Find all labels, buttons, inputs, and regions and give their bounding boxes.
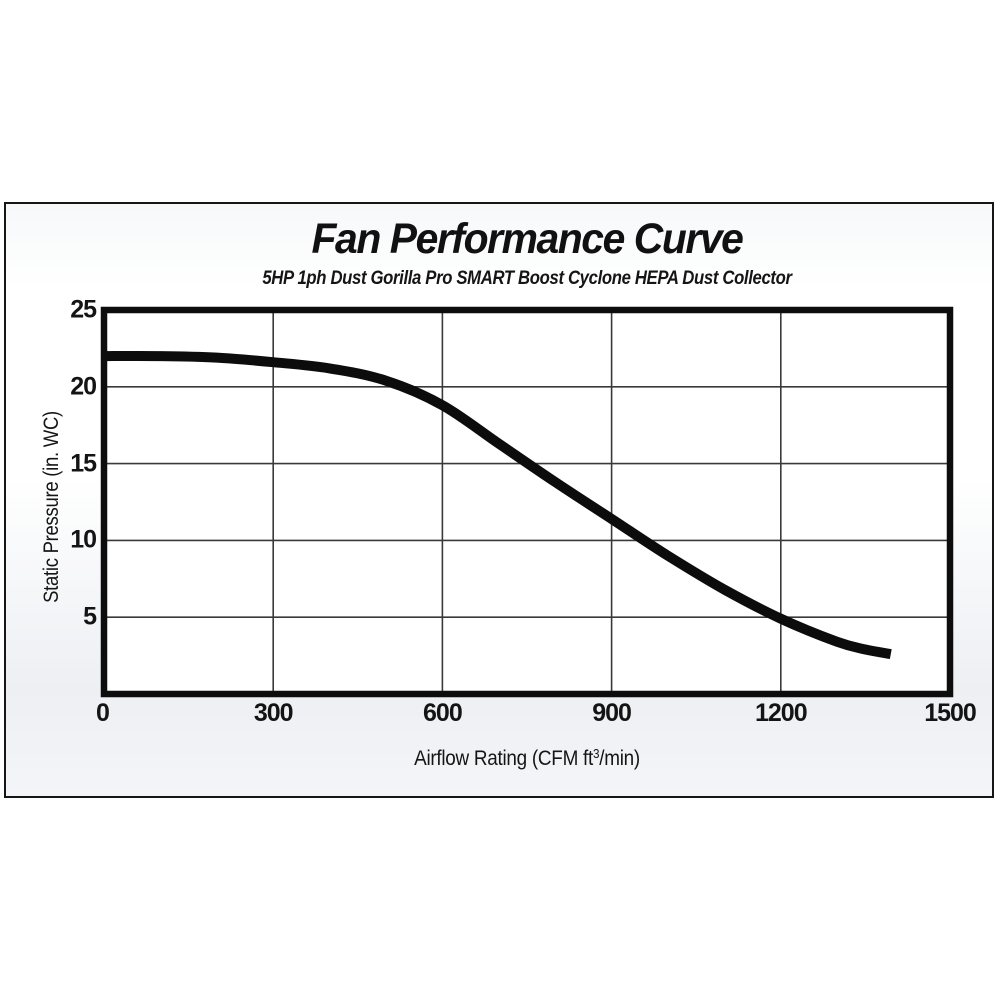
chart-subtitle: 5HP 1ph Dust Gorilla Pro SMART Boost Cyc… [262,268,792,289]
x-tick-label: 0 [95,699,110,727]
x-tick-label: 1500 [924,699,977,727]
y-tick-label: 15 [70,449,97,478]
y-tick-label: 25 [70,295,97,324]
x-tick-label: 900 [592,699,632,727]
x-axis-title: Airflow Rating (CFM ft3/min) [146,745,907,771]
y-tick-label: 20 [70,372,97,401]
x-tick-label: 600 [423,699,463,727]
y-tick-label: 10 [70,525,97,554]
chart-panel [4,202,994,798]
y-tick-label: 5 [83,602,97,631]
chart-title: Fan Performance Curve [311,215,744,263]
x-axis-title-text: Airflow Rating (CFM ft [414,747,593,770]
x-axis-title-suffix: /min) [599,747,640,770]
x-axis-title-superscript: 3 [592,746,600,761]
x-tick-label: 300 [253,699,294,727]
y-axis-title: Static Pressure (in. WC) [40,411,63,603]
x-tick-label: 1200 [754,699,808,727]
